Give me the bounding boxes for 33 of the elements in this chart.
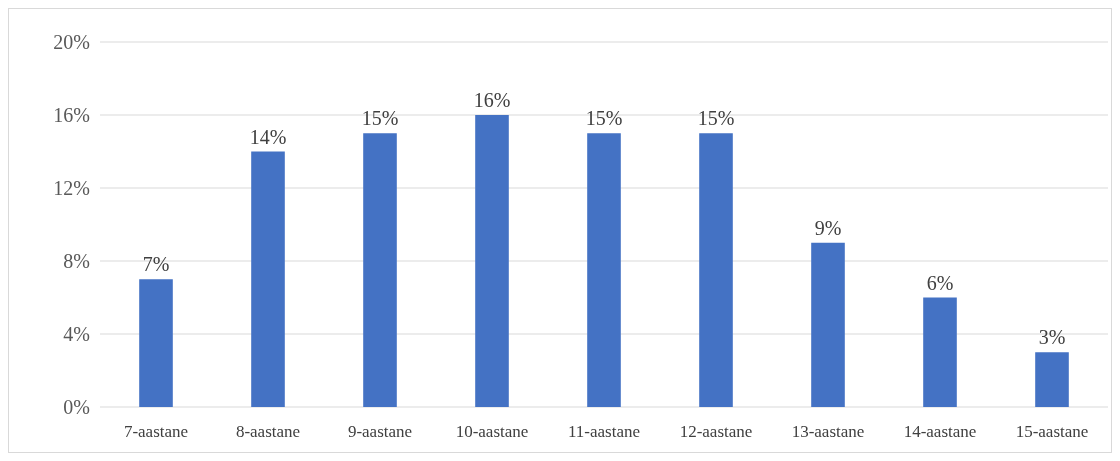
bar [475, 115, 509, 407]
bar [251, 151, 285, 407]
y-tick-label: 4% [63, 323, 90, 345]
y-tick-label: 20% [53, 31, 90, 53]
x-tick-label: 8-aastane [235, 422, 301, 441]
data-label: 6% [926, 271, 954, 294]
x-tick-label: 9-aastane [347, 422, 413, 441]
data-label: 3% [1038, 326, 1066, 349]
bar [811, 242, 845, 407]
data-label: 16% [473, 89, 511, 111]
y-tick-label: 8% [63, 250, 90, 272]
x-tick-label: 12-aastane [679, 422, 753, 441]
bar [1035, 352, 1069, 407]
bar [363, 133, 397, 407]
x-tick-label: 15-aastane [1015, 422, 1089, 441]
x-tick-label: 10-aastane [455, 422, 529, 441]
bar [139, 279, 173, 407]
data-label: 9% [814, 216, 842, 239]
data-label: 7% [142, 253, 170, 276]
bar [587, 133, 621, 407]
x-tick-label: 13-aastane [791, 422, 865, 441]
x-tick-label: 7-aastane [123, 422, 189, 441]
x-tick-label: 11-aastane [567, 422, 641, 441]
data-label: 15% [585, 107, 623, 130]
x-tick-label: 14-aastane [903, 422, 977, 441]
y-tick-label: 16% [53, 104, 90, 126]
data-label: 14% [249, 125, 287, 148]
y-tick-label: 0% [63, 396, 90, 418]
bar [699, 133, 733, 407]
data-label: 15% [361, 107, 399, 130]
data-label: 15% [697, 107, 735, 130]
y-tick-label: 12% [53, 177, 90, 199]
bar [923, 297, 957, 407]
